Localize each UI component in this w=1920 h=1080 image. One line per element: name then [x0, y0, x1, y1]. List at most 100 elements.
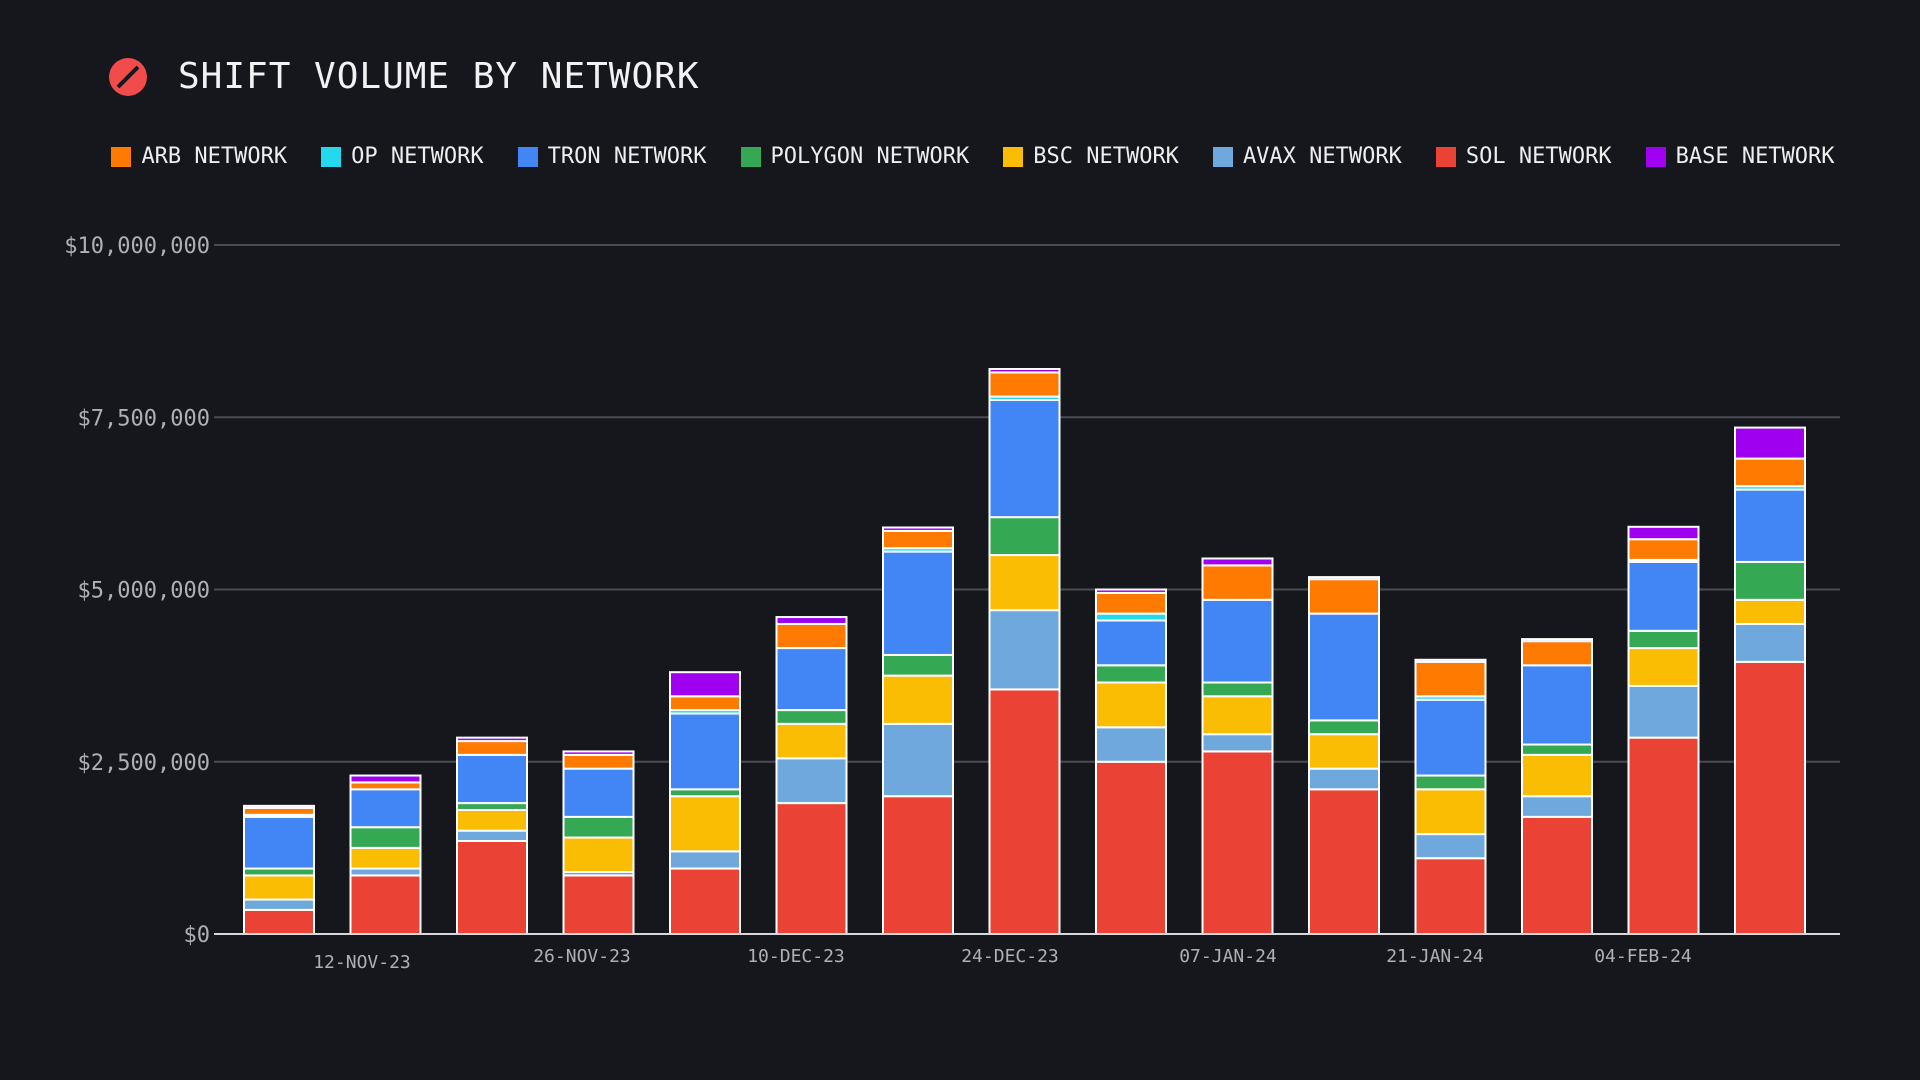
bar-segment[interactable]: [1734, 598, 1806, 625]
bar-segment[interactable]: [775, 616, 848, 625]
bar-segment[interactable]: [669, 712, 741, 791]
bar-segment[interactable]: [1627, 538, 1700, 561]
legend-item[interactable]: BSC NETWORK: [1003, 144, 1179, 169]
legend-item[interactable]: TRON NETWORK: [517, 144, 707, 169]
bar-segment[interactable]: [1095, 726, 1167, 763]
bar-segment[interactable]: [1308, 578, 1380, 615]
bar-segment[interactable]: [349, 781, 422, 791]
bar-segment[interactable]: [562, 836, 635, 873]
bar-segment[interactable]: [1308, 767, 1380, 791]
bar-segment[interactable]: [243, 874, 315, 901]
bar-segment[interactable]: [1734, 426, 1806, 460]
bar-segment[interactable]: [988, 399, 1061, 519]
bar-segment[interactable]: [775, 802, 848, 936]
bar-segment[interactable]: [669, 671, 741, 698]
bar-segment[interactable]: [988, 554, 1061, 612]
bar-segment[interactable]: [988, 688, 1061, 936]
bar-segment[interactable]: [669, 867, 741, 935]
bar-segment[interactable]: [988, 368, 1061, 374]
bar-segment[interactable]: [1308, 788, 1380, 935]
bar-segment[interactable]: [1414, 658, 1487, 663]
bar-segment[interactable]: [988, 609, 1061, 691]
bar-segment[interactable]: [349, 774, 422, 784]
bar-segment[interactable]: [1521, 753, 1593, 798]
bar-segment[interactable]: [1308, 576, 1380, 581]
bar-segment[interactable]: [1201, 681, 1274, 698]
bar-segment[interactable]: [882, 674, 954, 725]
bar-segment[interactable]: [1095, 664, 1167, 684]
bar-segment[interactable]: [988, 516, 1061, 557]
bar-segment[interactable]: [1521, 638, 1593, 643]
bar-segment[interactable]: [243, 815, 315, 870]
bar-segment[interactable]: [1414, 774, 1487, 791]
bar-segment[interactable]: [669, 788, 741, 798]
bar-segment[interactable]: [1414, 857, 1487, 936]
bar-segment[interactable]: [1095, 612, 1167, 622]
bar-segment[interactable]: [669, 850, 741, 870]
bar-segment[interactable]: [562, 767, 635, 818]
bar-segment[interactable]: [1521, 815, 1593, 935]
bar-segment[interactable]: [1627, 560, 1700, 632]
bar-segment[interactable]: [456, 802, 528, 811]
bar-segment[interactable]: [1414, 698, 1487, 777]
legend-item[interactable]: SOL NETWORK: [1435, 144, 1612, 169]
bar-segment[interactable]: [1627, 629, 1700, 650]
legend-item[interactable]: POLYGON NETWORK: [740, 144, 969, 169]
bar-segment[interactable]: [1627, 525, 1700, 541]
bar-segment[interactable]: [1734, 457, 1806, 488]
bar-segment[interactable]: [1308, 719, 1380, 736]
bar-segment[interactable]: [1201, 750, 1274, 935]
bar-segment[interactable]: [456, 808, 528, 832]
bar-segment[interactable]: [243, 898, 315, 911]
bar-segment[interactable]: [1627, 684, 1700, 739]
bar-segment[interactable]: [1734, 622, 1806, 663]
bar-segment[interactable]: [1734, 488, 1806, 563]
bar-segment[interactable]: [456, 839, 528, 935]
bar-segment[interactable]: [1095, 760, 1167, 935]
bar-segment[interactable]: [882, 529, 954, 550]
bar-segment[interactable]: [1521, 743, 1593, 756]
bar-segment[interactable]: [349, 826, 422, 849]
bar-segment[interactable]: [1095, 619, 1167, 667]
bar-segment[interactable]: [349, 867, 422, 877]
bar-segment[interactable]: [1308, 612, 1380, 722]
bar-segment[interactable]: [669, 795, 741, 853]
bar-segment[interactable]: [1095, 591, 1167, 615]
bar-segment[interactable]: [456, 736, 528, 743]
legend-item[interactable]: AVAX NETWORK: [1212, 144, 1402, 169]
bar-segment[interactable]: [349, 874, 422, 935]
bar-segment[interactable]: [562, 815, 635, 839]
bar-segment[interactable]: [775, 709, 848, 725]
bar-segment[interactable]: [775, 622, 848, 650]
bar-segment[interactable]: [243, 806, 315, 816]
bar-segment[interactable]: [349, 846, 422, 870]
bar-segment[interactable]: [456, 829, 528, 842]
bar-segment[interactable]: [562, 874, 635, 935]
bar-segment[interactable]: [1201, 557, 1274, 567]
bar-segment[interactable]: [882, 526, 954, 532]
bar-segment[interactable]: [243, 908, 315, 936]
bar-segment[interactable]: [456, 753, 528, 805]
bar-segment[interactable]: [349, 788, 422, 829]
bar-segment[interactable]: [775, 757, 848, 805]
bar-segment[interactable]: [1521, 795, 1593, 818]
bar-segment[interactable]: [1201, 598, 1274, 684]
bar-segment[interactable]: [1201, 733, 1274, 753]
bar-segment[interactable]: [1521, 664, 1593, 746]
bar-segment[interactable]: [1095, 588, 1167, 594]
bar-segment[interactable]: [1414, 660, 1487, 698]
bar-segment[interactable]: [775, 722, 848, 760]
bar-segment[interactable]: [988, 371, 1061, 398]
bar-segment[interactable]: [882, 722, 954, 798]
bar-segment[interactable]: [243, 867, 315, 877]
bar-segment[interactable]: [1627, 647, 1700, 687]
legend-item[interactable]: OP NETWORK: [321, 144, 484, 169]
bar-segment[interactable]: [1095, 681, 1167, 729]
bar-segment[interactable]: [1521, 640, 1593, 667]
legend-item[interactable]: ARB NETWORK: [111, 144, 287, 169]
bar-segment[interactable]: [456, 740, 528, 756]
bar-segment[interactable]: [1734, 660, 1806, 935]
bar-segment[interactable]: [562, 750, 635, 756]
bar-segment[interactable]: [1627, 736, 1700, 936]
bar-segment[interactable]: [243, 804, 315, 809]
